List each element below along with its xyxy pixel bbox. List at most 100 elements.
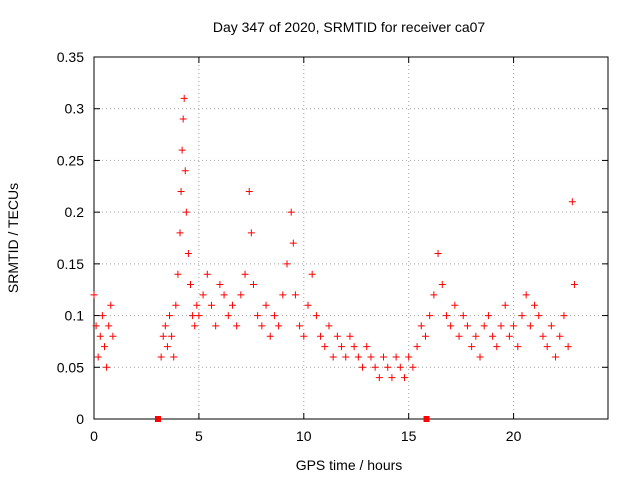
data-point xyxy=(363,343,371,351)
data-point xyxy=(275,322,283,330)
data-point xyxy=(96,332,104,340)
data-point xyxy=(367,353,375,361)
data-point xyxy=(426,312,434,320)
data-point xyxy=(109,332,117,340)
data-point xyxy=(451,301,459,309)
data-point xyxy=(547,322,555,330)
data-point xyxy=(98,312,106,320)
data-point xyxy=(228,301,236,309)
data-point xyxy=(170,353,178,361)
data-point xyxy=(103,363,111,371)
data-point xyxy=(570,281,578,289)
data-point xyxy=(177,187,185,195)
data-point xyxy=(181,167,189,175)
data-point xyxy=(556,332,564,340)
data-point xyxy=(400,374,408,382)
data-point xyxy=(193,301,201,309)
data-point xyxy=(518,312,526,320)
data-point xyxy=(159,332,167,340)
data-point xyxy=(342,353,350,361)
x-tick-label: 5 xyxy=(195,428,203,444)
data-point xyxy=(216,281,224,289)
data-point xyxy=(270,312,278,320)
data-point xyxy=(472,332,480,340)
x-tick-label: 10 xyxy=(296,428,312,444)
data-point xyxy=(166,312,174,320)
data-point xyxy=(195,312,203,320)
data-point xyxy=(531,301,539,309)
data-point xyxy=(384,363,392,371)
data-point xyxy=(182,208,190,216)
data-point xyxy=(212,322,220,330)
data-point xyxy=(489,332,497,340)
data-point xyxy=(434,250,442,258)
data-point xyxy=(300,332,308,340)
x-tick-label: 15 xyxy=(401,428,417,444)
data-point xyxy=(224,312,232,320)
data-point xyxy=(568,198,576,206)
data-point xyxy=(468,343,476,351)
data-point xyxy=(338,343,346,351)
chart-title: Day 347 of 2020, SRMTID for receiver ca0… xyxy=(213,19,486,35)
data-point xyxy=(442,312,450,320)
data-point xyxy=(447,322,455,330)
y-tick-label: 0 xyxy=(76,411,84,427)
data-point xyxy=(333,332,341,340)
data-point xyxy=(199,291,207,299)
y-tick-label: 0.05 xyxy=(57,359,84,375)
data-point xyxy=(388,374,396,382)
data-point xyxy=(262,301,270,309)
data-point xyxy=(163,343,171,351)
data-point xyxy=(417,322,425,330)
data-point xyxy=(100,343,108,351)
x-axis-label: GPS time / hours xyxy=(296,457,403,473)
data-points xyxy=(90,94,578,382)
data-point xyxy=(409,363,417,371)
data-point xyxy=(187,281,195,289)
grid xyxy=(94,57,608,419)
data-point xyxy=(413,343,421,351)
y-axis-label: SRMTID / TECUs xyxy=(5,183,21,293)
data-point xyxy=(174,270,182,278)
data-point xyxy=(258,322,266,330)
data-point xyxy=(522,291,530,299)
data-point xyxy=(279,291,287,299)
data-point xyxy=(176,229,184,237)
data-point xyxy=(105,322,113,330)
data-point xyxy=(350,343,358,351)
y-tick-label: 0.2 xyxy=(65,204,85,220)
data-point xyxy=(510,322,518,330)
data-point xyxy=(157,353,165,361)
data-point xyxy=(203,270,211,278)
data-point xyxy=(304,301,312,309)
y-tick-label: 0.35 xyxy=(57,49,84,65)
data-point xyxy=(564,343,572,351)
y-tick-label: 0.25 xyxy=(57,152,84,168)
data-point xyxy=(514,343,522,351)
data-point xyxy=(484,312,492,320)
data-point xyxy=(371,363,379,371)
data-point xyxy=(161,322,169,330)
data-point xyxy=(392,353,400,361)
data-point xyxy=(237,291,245,299)
gap-marker xyxy=(423,416,430,422)
ticks: 0 0.05 0.1 0.15 0.2 0.25 0.3 0.35 0 5 10 15 20 xyxy=(57,49,608,444)
data-point xyxy=(249,281,257,289)
data-point xyxy=(184,250,192,258)
data-point xyxy=(543,343,551,351)
data-point xyxy=(233,322,241,330)
data-point xyxy=(405,353,413,361)
data-point xyxy=(168,332,176,340)
data-point xyxy=(421,332,429,340)
y-tick-label: 0.1 xyxy=(65,308,85,324)
axis-markers xyxy=(154,416,430,422)
plot-area-frame xyxy=(93,56,609,420)
data-point xyxy=(560,312,568,320)
data-point xyxy=(172,301,180,309)
data-point xyxy=(354,353,362,361)
data-point xyxy=(283,260,291,268)
data-point xyxy=(220,291,228,299)
data-point xyxy=(207,301,215,309)
data-point xyxy=(245,187,253,195)
data-point xyxy=(291,291,299,299)
